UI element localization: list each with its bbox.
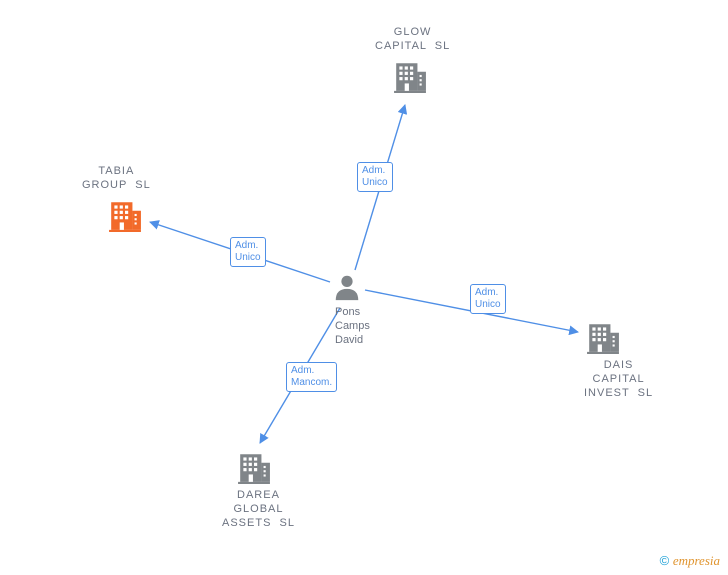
- edge-label: Adm. Unico: [470, 284, 506, 314]
- node-label-glow: GLOW CAPITAL SL: [375, 25, 450, 53]
- node-label-tabia: TABIA GROUP SL: [82, 164, 151, 192]
- building-icon: [586, 320, 620, 359]
- watermark-brand: empresia: [673, 553, 720, 568]
- edge-label: Adm. Mancom.: [286, 362, 337, 392]
- center-person-label: Pons Camps David: [335, 305, 370, 347]
- diagram-canvas: Pons Camps David GLOW CAPITAL SL: [0, 0, 728, 575]
- building-icon: [108, 198, 142, 237]
- edge-label: Adm. Unico: [357, 162, 393, 192]
- node-label-darea: DAREA GLOBAL ASSETS SL: [222, 488, 295, 530]
- watermark: © empresia: [660, 553, 720, 569]
- copyright-symbol: ©: [660, 553, 670, 568]
- edge-label: Adm. Unico: [230, 237, 266, 267]
- edges-layer: [0, 0, 728, 575]
- node-label-dais: DAIS CAPITAL INVEST SL: [584, 358, 653, 400]
- building-icon: [237, 450, 271, 489]
- person-icon: [332, 272, 362, 307]
- building-icon: [393, 59, 427, 98]
